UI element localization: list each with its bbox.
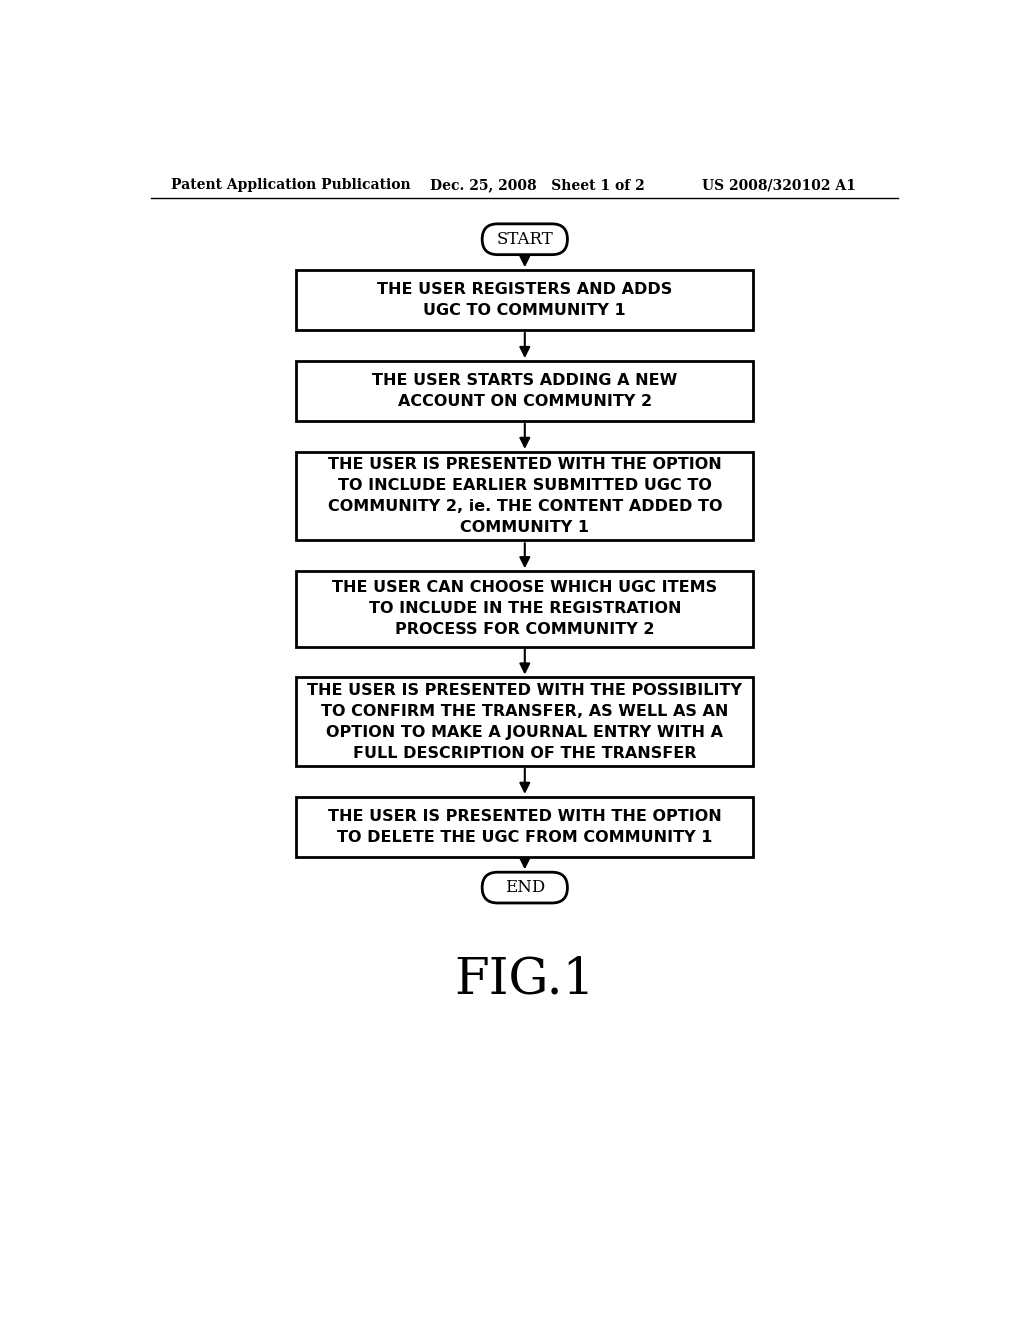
Text: FIG.1: FIG.1 — [455, 956, 595, 1005]
Text: THE USER IS PRESENTED WITH THE OPTION
TO INCLUDE EARLIER SUBMITTED UGC TO
COMMUN: THE USER IS PRESENTED WITH THE OPTION TO… — [328, 457, 722, 535]
Text: Patent Application Publication: Patent Application Publication — [171, 178, 411, 193]
Text: THE USER IS PRESENTED WITH THE OPTION
TO DELETE THE UGC FROM COMMUNITY 1: THE USER IS PRESENTED WITH THE OPTION TO… — [328, 809, 722, 845]
FancyBboxPatch shape — [482, 224, 567, 255]
Text: END: END — [505, 879, 545, 896]
Text: START: START — [497, 231, 553, 248]
Bar — [296, 677, 754, 766]
Bar — [296, 572, 754, 647]
Bar — [296, 797, 754, 857]
Bar — [296, 451, 754, 540]
Text: THE USER IS PRESENTED WITH THE POSSIBILITY
TO CONFIRM THE TRANSFER, AS WELL AS A: THE USER IS PRESENTED WITH THE POSSIBILI… — [307, 682, 742, 760]
Text: THE USER STARTS ADDING A NEW
ACCOUNT ON COMMUNITY 2: THE USER STARTS ADDING A NEW ACCOUNT ON … — [372, 374, 678, 409]
Bar — [296, 271, 754, 330]
Text: THE USER CAN CHOOSE WHICH UGC ITEMS
TO INCLUDE IN THE REGISTRATION
PROCESS FOR C: THE USER CAN CHOOSE WHICH UGC ITEMS TO I… — [332, 581, 718, 638]
Text: US 2008/320102 A1: US 2008/320102 A1 — [701, 178, 855, 193]
Text: THE USER REGISTERS AND ADDS
UGC TO COMMUNITY 1: THE USER REGISTERS AND ADDS UGC TO COMMU… — [377, 282, 673, 318]
Text: Dec. 25, 2008   Sheet 1 of 2: Dec. 25, 2008 Sheet 1 of 2 — [430, 178, 645, 193]
Bar — [296, 360, 754, 421]
FancyBboxPatch shape — [482, 873, 567, 903]
